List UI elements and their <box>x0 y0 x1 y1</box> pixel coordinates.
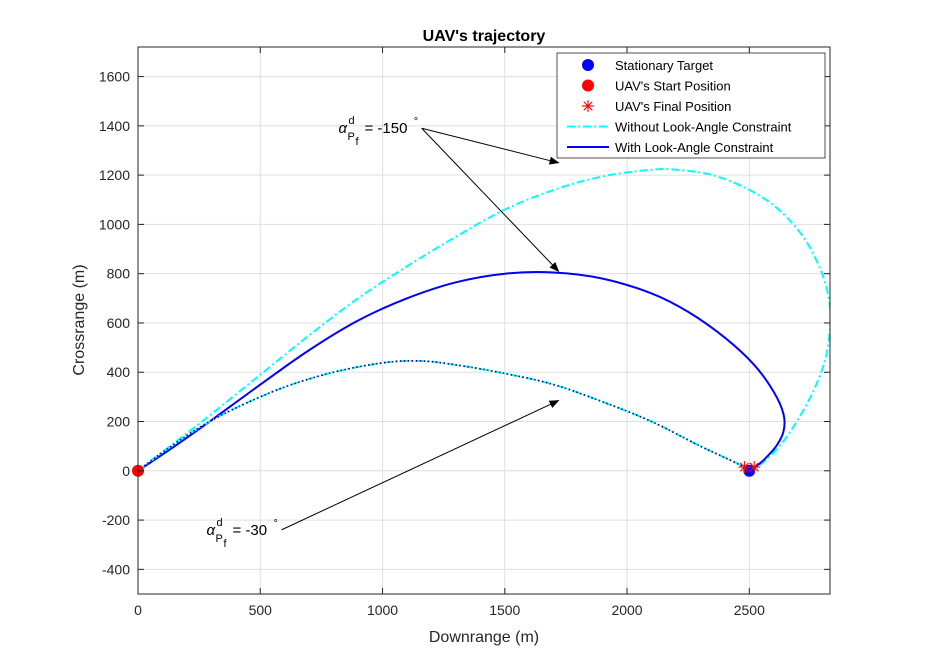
x-tick-label: 2500 <box>734 602 765 618</box>
legend-label: UAV's Final Position <box>615 99 731 114</box>
y-tick-label: 1600 <box>99 69 130 85</box>
annotation-degree: ° <box>414 116 418 128</box>
annotation-degree: ° <box>273 518 277 530</box>
x-tick-label: 500 <box>249 602 273 618</box>
chart-title: UAV's trajectory <box>423 28 546 45</box>
legend-label: UAV's Start Position <box>615 79 731 94</box>
annotation-subscript: P <box>215 533 222 545</box>
series-with-constraint <box>138 271 786 472</box>
annotation-superscript: d <box>349 115 355 127</box>
legend-label: Without Look-Angle Constraint <box>615 120 792 135</box>
y-tick-label: 1000 <box>99 216 130 232</box>
x-tick-label: 2000 <box>611 602 642 618</box>
target-marker <box>743 464 756 477</box>
series-layer <box>138 167 830 472</box>
annotation-arrow <box>421 127 560 165</box>
y-axis-label: Crossrange (m) <box>71 264 88 375</box>
ticks: 0 500 1000 1500 2000 2500 -400 -200 0 200 400 600 80… <box>99 47 830 618</box>
annotation-value: = -150 <box>365 120 408 137</box>
annotation-subscript-f: f <box>223 538 227 550</box>
y-tick-label: 200 <box>107 414 131 430</box>
legend-circle-icon <box>582 79 594 92</box>
legend-item: UAV's Final Position <box>582 99 731 114</box>
annotation-layer: α dP f= -150 °α dP f= -30 ° <box>206 115 560 550</box>
legend-item: Without Look-Angle Constraint <box>567 120 792 135</box>
annotation-arrow <box>281 400 560 531</box>
annotation-0: α dP f = -150 ° <box>339 115 560 272</box>
x-tick-label: 1000 <box>367 602 398 618</box>
annotation-subscript-f: f <box>356 136 360 148</box>
plot-border <box>137 46 831 595</box>
annotation-superscript: d <box>216 517 222 529</box>
legend-label: With Look-Angle Constraint <box>615 140 774 155</box>
y-tick-label: 0 <box>122 463 130 479</box>
y-tick-label: 600 <box>107 315 131 331</box>
legend-box <box>556 52 826 159</box>
legend-circle-icon <box>582 59 594 71</box>
legend-item: UAV's Start Position <box>582 79 731 94</box>
y-tick-label: 400 <box>107 364 131 380</box>
legend-asterisk-icon <box>582 100 594 112</box>
y-tick-label: 1200 <box>99 167 130 183</box>
y-tick-label: -200 <box>102 512 130 528</box>
x-tick-label: 0 <box>134 602 142 618</box>
annotation-alpha: α <box>339 120 348 137</box>
annotation-alpha: α <box>206 522 215 539</box>
legend: Stationary Target UAV's Start Position UAV… <box>556 52 826 159</box>
x-axis-label: Downrange (m) <box>429 629 539 646</box>
legend-item: With Look-Angle Constraint <box>567 140 774 155</box>
annotation-1: α dP f = -30 ° <box>206 400 560 550</box>
y-tick-label: -400 <box>102 561 130 577</box>
annotation-subscript: P <box>348 131 355 143</box>
y-tick-label: 1400 <box>99 118 130 134</box>
x-tick-label: 1500 <box>489 602 520 618</box>
final-position-marker <box>748 461 761 474</box>
series-alpha30-inner <box>138 360 750 472</box>
legend-label: Stationary Target <box>615 58 713 73</box>
legend-item: Stationary Target <box>582 58 713 73</box>
annotation-arrow <box>421 127 560 272</box>
y-tick-label: 800 <box>107 266 131 282</box>
annotation-value: = -30 <box>232 522 267 539</box>
series-without-constraint <box>138 167 830 472</box>
